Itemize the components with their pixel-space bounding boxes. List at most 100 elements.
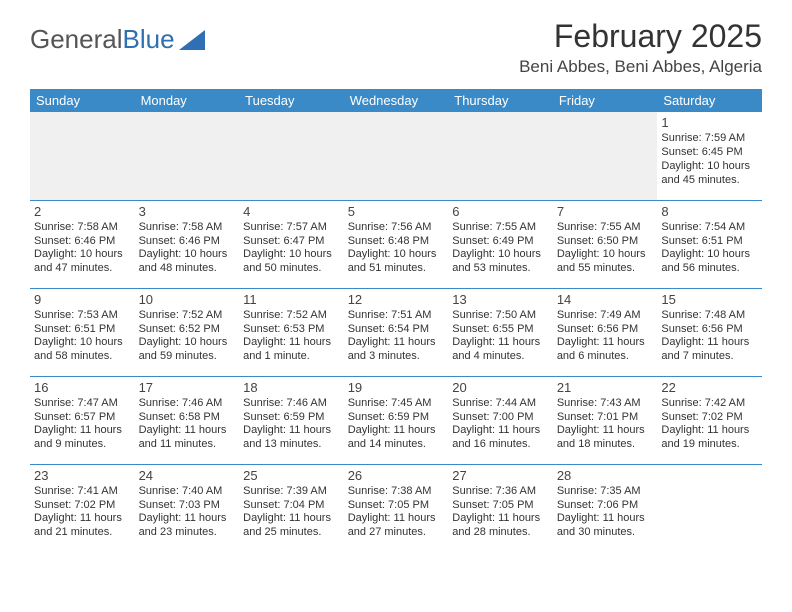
sunset-text: Sunset: 6:59 PM (243, 411, 340, 425)
sunset-text: Sunset: 6:56 PM (557, 323, 654, 337)
calendar-cell: 12Sunrise: 7:51 AMSunset: 6:54 PMDayligh… (344, 288, 449, 376)
calendar-cell: 21Sunrise: 7:43 AMSunset: 7:01 PMDayligh… (553, 376, 658, 464)
day-number: 25 (243, 468, 340, 484)
calendar-cell: 23Sunrise: 7:41 AMSunset: 7:02 PMDayligh… (30, 464, 135, 552)
daylight-text: Daylight: 10 hours and 58 minutes. (34, 336, 131, 364)
calendar-row: 1Sunrise: 7:59 AMSunset: 6:45 PMDaylight… (30, 112, 762, 200)
calendar-cell: 10Sunrise: 7:52 AMSunset: 6:52 PMDayligh… (135, 288, 240, 376)
sunset-text: Sunset: 6:45 PM (661, 146, 758, 160)
sunset-text: Sunset: 7:01 PM (557, 411, 654, 425)
sunrise-text: Sunrise: 7:52 AM (243, 309, 340, 323)
daylight-text: Daylight: 10 hours and 51 minutes. (348, 248, 445, 276)
sunrise-text: Sunrise: 7:46 AM (139, 397, 236, 411)
calendar-cell: 5Sunrise: 7:56 AMSunset: 6:48 PMDaylight… (344, 200, 449, 288)
sunset-text: Sunset: 7:03 PM (139, 499, 236, 513)
sunset-text: Sunset: 6:50 PM (557, 235, 654, 249)
sunrise-text: Sunrise: 7:52 AM (139, 309, 236, 323)
day-number: 10 (139, 292, 236, 308)
calendar-cell: 1Sunrise: 7:59 AMSunset: 6:45 PMDaylight… (657, 112, 762, 200)
day-number: 2 (34, 204, 131, 220)
calendar-cell (239, 112, 344, 200)
sunrise-text: Sunrise: 7:46 AM (243, 397, 340, 411)
calendar-cell: 13Sunrise: 7:50 AMSunset: 6:55 PMDayligh… (448, 288, 553, 376)
day-number: 12 (348, 292, 445, 308)
day-number: 22 (661, 380, 758, 396)
day-number: 23 (34, 468, 131, 484)
sunrise-text: Sunrise: 7:38 AM (348, 485, 445, 499)
daylight-text: Daylight: 11 hours and 18 minutes. (557, 424, 654, 452)
sunset-text: Sunset: 6:47 PM (243, 235, 340, 249)
calendar-cell: 28Sunrise: 7:35 AMSunset: 7:06 PMDayligh… (553, 464, 658, 552)
sunset-text: Sunset: 7:02 PM (34, 499, 131, 513)
daylight-text: Daylight: 11 hours and 9 minutes. (34, 424, 131, 452)
day-number: 9 (34, 292, 131, 308)
calendar-page: GeneralBlue February 2025 Beni Abbes, Be… (0, 0, 792, 562)
daylight-text: Daylight: 10 hours and 55 minutes. (557, 248, 654, 276)
calendar-cell: 9Sunrise: 7:53 AMSunset: 6:51 PMDaylight… (30, 288, 135, 376)
location: Beni Abbes, Beni Abbes, Algeria (519, 57, 762, 77)
sunrise-text: Sunrise: 7:40 AM (139, 485, 236, 499)
calendar-cell (30, 112, 135, 200)
sunset-text: Sunset: 6:51 PM (34, 323, 131, 337)
sunrise-text: Sunrise: 7:45 AM (348, 397, 445, 411)
calendar-body: 1Sunrise: 7:59 AMSunset: 6:45 PMDaylight… (30, 112, 762, 552)
calendar-table: Sunday Monday Tuesday Wednesday Thursday… (30, 89, 762, 552)
daylight-text: Daylight: 11 hours and 28 minutes. (452, 512, 549, 540)
sunrise-text: Sunrise: 7:57 AM (243, 221, 340, 235)
daylight-text: Daylight: 10 hours and 59 minutes. (139, 336, 236, 364)
day-number: 15 (661, 292, 758, 308)
calendar-row: 9Sunrise: 7:53 AMSunset: 6:51 PMDaylight… (30, 288, 762, 376)
calendar-row: 23Sunrise: 7:41 AMSunset: 7:02 PMDayligh… (30, 464, 762, 552)
daylight-text: Daylight: 11 hours and 7 minutes. (661, 336, 758, 364)
calendar-cell: 24Sunrise: 7:40 AMSunset: 7:03 PMDayligh… (135, 464, 240, 552)
sunset-text: Sunset: 6:46 PM (34, 235, 131, 249)
day-number: 21 (557, 380, 654, 396)
sunset-text: Sunset: 6:51 PM (661, 235, 758, 249)
sunrise-text: Sunrise: 7:49 AM (557, 309, 654, 323)
dayheader-sun: Sunday (30, 89, 135, 112)
day-number: 18 (243, 380, 340, 396)
calendar-cell: 18Sunrise: 7:46 AMSunset: 6:59 PMDayligh… (239, 376, 344, 464)
sunrise-text: Sunrise: 7:51 AM (348, 309, 445, 323)
calendar-cell: 22Sunrise: 7:42 AMSunset: 7:02 PMDayligh… (657, 376, 762, 464)
day-number: 20 (452, 380, 549, 396)
calendar-cell: 17Sunrise: 7:46 AMSunset: 6:58 PMDayligh… (135, 376, 240, 464)
dayheader-sat: Saturday (657, 89, 762, 112)
calendar-cell: 11Sunrise: 7:52 AMSunset: 6:53 PMDayligh… (239, 288, 344, 376)
logo-text-2: Blue (123, 24, 175, 55)
daylight-text: Daylight: 10 hours and 45 minutes. (661, 160, 758, 188)
day-number: 4 (243, 204, 340, 220)
day-number: 11 (243, 292, 340, 308)
day-number: 8 (661, 204, 758, 220)
daylight-text: Daylight: 10 hours and 50 minutes. (243, 248, 340, 276)
sunrise-text: Sunrise: 7:56 AM (348, 221, 445, 235)
calendar-cell (657, 464, 762, 552)
sunset-text: Sunset: 6:49 PM (452, 235, 549, 249)
daylight-text: Daylight: 11 hours and 16 minutes. (452, 424, 549, 452)
calendar-cell: 8Sunrise: 7:54 AMSunset: 6:51 PMDaylight… (657, 200, 762, 288)
daylight-text: Daylight: 11 hours and 11 minutes. (139, 424, 236, 452)
day-number: 27 (452, 468, 549, 484)
calendar-cell: 16Sunrise: 7:47 AMSunset: 6:57 PMDayligh… (30, 376, 135, 464)
sunset-text: Sunset: 7:04 PM (243, 499, 340, 513)
dayheader-mon: Monday (135, 89, 240, 112)
sunrise-text: Sunrise: 7:59 AM (661, 132, 758, 146)
logo: GeneralBlue (30, 18, 205, 55)
sunrise-text: Sunrise: 7:55 AM (452, 221, 549, 235)
daylight-text: Daylight: 11 hours and 4 minutes. (452, 336, 549, 364)
sunrise-text: Sunrise: 7:58 AM (139, 221, 236, 235)
sunset-text: Sunset: 7:05 PM (348, 499, 445, 513)
calendar-cell: 2Sunrise: 7:58 AMSunset: 6:46 PMDaylight… (30, 200, 135, 288)
sunset-text: Sunset: 6:48 PM (348, 235, 445, 249)
sunset-text: Sunset: 7:02 PM (661, 411, 758, 425)
calendar-cell (448, 112, 553, 200)
daylight-text: Daylight: 11 hours and 23 minutes. (139, 512, 236, 540)
sunset-text: Sunset: 7:05 PM (452, 499, 549, 513)
calendar-cell: 26Sunrise: 7:38 AMSunset: 7:05 PMDayligh… (344, 464, 449, 552)
sunrise-text: Sunrise: 7:43 AM (557, 397, 654, 411)
sunset-text: Sunset: 6:52 PM (139, 323, 236, 337)
calendar-cell: 3Sunrise: 7:58 AMSunset: 6:46 PMDaylight… (135, 200, 240, 288)
sunset-text: Sunset: 6:55 PM (452, 323, 549, 337)
sunset-text: Sunset: 6:56 PM (661, 323, 758, 337)
sunrise-text: Sunrise: 7:48 AM (661, 309, 758, 323)
